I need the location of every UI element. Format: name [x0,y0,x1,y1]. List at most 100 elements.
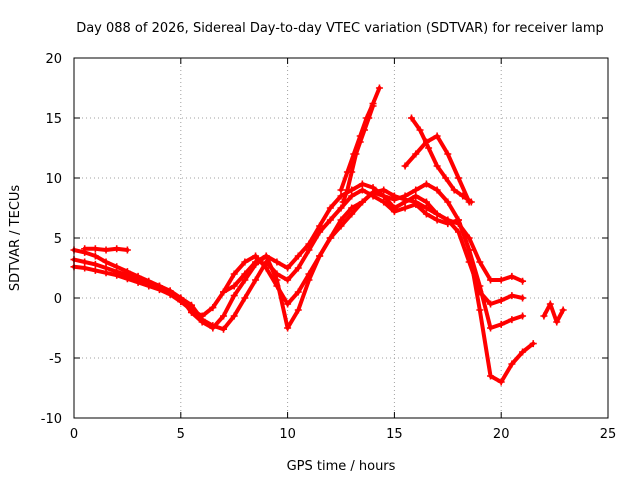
data-point [230,312,238,320]
series-sat-d [220,188,527,332]
data-point [337,186,345,194]
data-point [433,216,441,224]
data-point [375,84,383,92]
data-point [380,186,388,194]
data-point [508,292,516,300]
data-point [508,272,516,280]
y-tick-label: 20 [45,52,62,67]
data-point [369,188,377,196]
data-point [433,132,441,140]
data-point [91,266,99,274]
data-point [476,258,484,266]
data-point [145,282,153,290]
data-point [454,174,462,182]
data-point [316,228,324,236]
data-point [102,246,110,254]
y-axis-label: SDTVAR / TECUs [8,185,23,292]
data-point [326,234,334,242]
data-point [433,162,441,170]
data-point [465,198,473,206]
data-point [209,304,217,312]
data-point [230,292,238,300]
data-point [358,186,366,194]
data-point [422,204,430,212]
data-point [487,276,495,284]
data-point [123,275,131,283]
data-point [412,198,420,206]
y-tick-label: -5 [49,352,62,367]
data-point [81,245,89,253]
data-point [326,204,334,212]
data-point [442,174,450,182]
data-point [546,300,554,308]
data-point [422,198,430,206]
data-point [91,245,99,253]
data-point [444,216,452,224]
data-point [444,198,452,206]
data-point [262,264,270,272]
data-point [134,272,142,280]
data-point [352,150,360,158]
data-point [81,264,89,272]
data-point [230,270,238,278]
data-point [519,348,527,356]
data-point [198,312,206,320]
data-point [422,138,430,146]
series-sat-g [339,102,377,206]
data-point [559,306,567,314]
data-point [465,258,473,266]
data-point [273,276,281,284]
data-point [326,216,334,224]
data-point [252,252,260,260]
data-point [369,102,377,110]
data-point [519,277,527,285]
data-point [476,306,484,314]
data-point [91,260,99,268]
data-point [123,246,131,254]
series-sat-j [540,300,567,326]
y-tick-label: -10 [41,412,62,427]
data-point [316,222,324,230]
data-point [123,268,131,276]
data-point [348,192,356,200]
data-point [365,114,373,122]
data-point [508,316,516,324]
data-point [230,282,238,290]
data-point [487,324,495,332]
x-tick-label: 15 [386,427,403,442]
data-point [450,186,458,194]
data-point [113,263,121,271]
data-point [529,340,537,348]
data-point [220,325,228,333]
y-tick-label: 15 [45,112,62,127]
data-point [220,312,228,320]
data-point [497,296,505,304]
y-tick-label: 5 [54,232,62,247]
data-point [497,320,505,328]
data-point [177,298,185,306]
data-point [390,192,398,200]
axis-ticks: 0 5 10 15 20 25 -10 -5 0 5 10 15 20 [41,52,617,442]
data-point [220,288,228,296]
data-point [294,252,302,260]
data-point [519,294,527,302]
data-point [487,300,495,308]
data-point [433,210,441,218]
x-tick-label: 25 [600,427,617,442]
data-point [241,276,249,284]
data-point [412,192,420,200]
data-point [305,246,313,254]
data-point [284,324,292,332]
data-point [487,372,495,380]
data-point [348,204,356,212]
series-sat-i [401,132,473,206]
data-point [337,216,345,224]
grid-lines [74,58,608,418]
data-point [187,306,195,314]
data-point [294,264,302,272]
data-point [284,300,292,308]
data-point [454,228,462,236]
data-point [81,258,89,266]
data-point [102,269,110,277]
